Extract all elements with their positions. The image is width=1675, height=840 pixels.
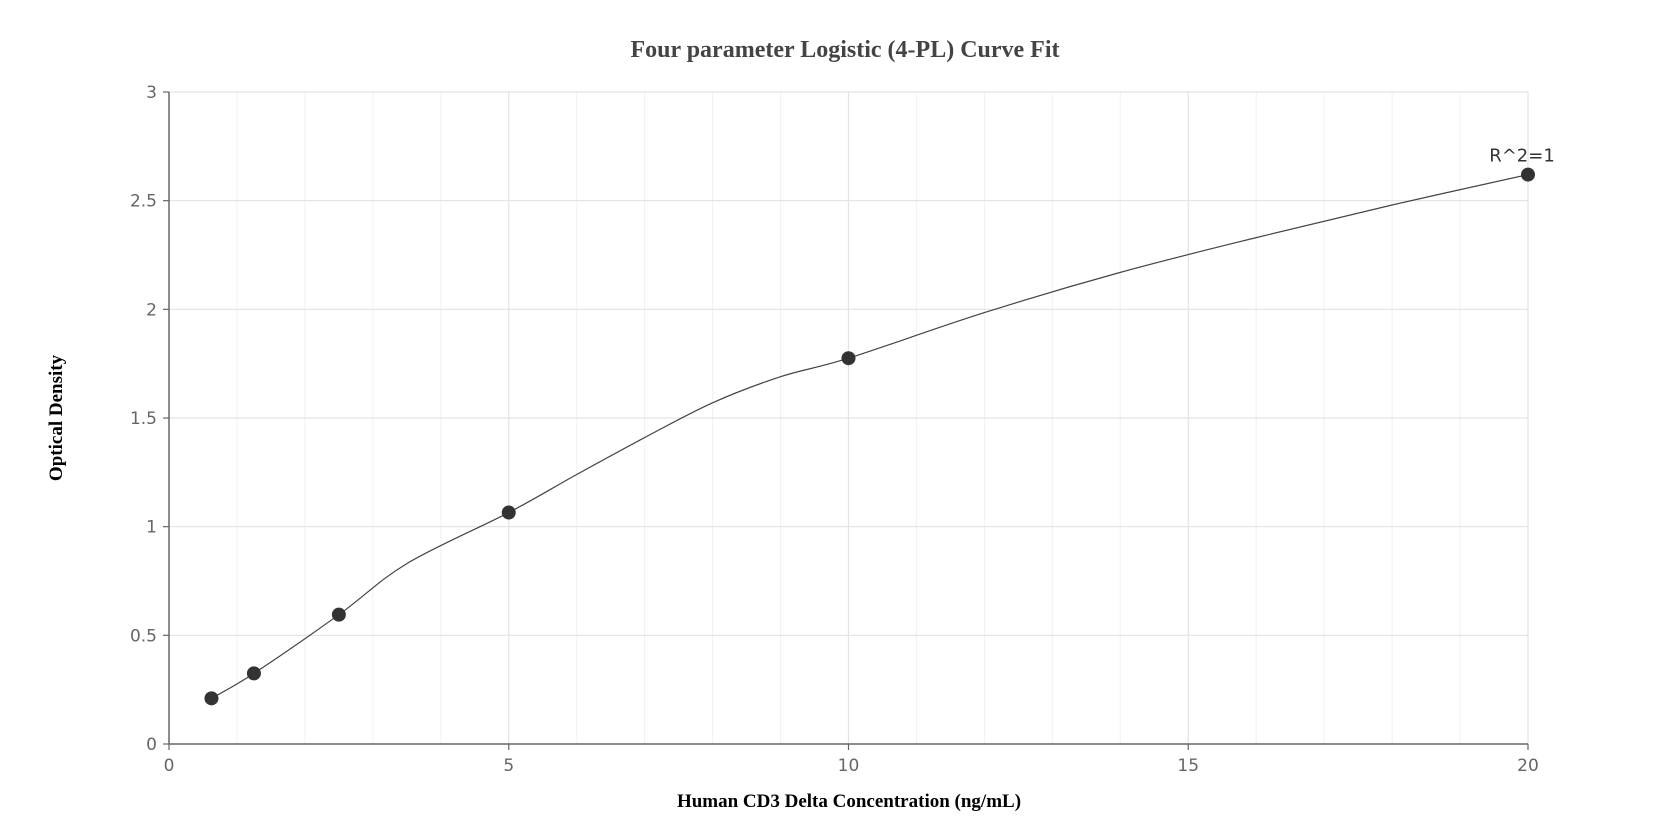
x-tick-label: 20	[1517, 756, 1539, 776]
y-tick-label: 2.5	[130, 192, 157, 212]
x-tick-label: 10	[838, 756, 860, 776]
x-tick-label: 15	[1177, 756, 1199, 776]
data-point	[1521, 167, 1535, 182]
y-axis-title: Optical Density	[46, 354, 67, 481]
r-squared-annotation: R^2=1	[1489, 146, 1555, 167]
chart-title: Four parameter Logistic (4-PL) Curve Fit	[630, 37, 1059, 63]
x-tick-label: 0	[164, 756, 175, 776]
y-tick-label: 0	[146, 735, 157, 755]
y-tick-label: 1.5	[130, 409, 157, 429]
data-point	[204, 691, 219, 706]
x-ticks: 0 5 10 15 20	[164, 744, 1539, 776]
major-grid	[169, 91, 1529, 744]
x-axis-title: Human CD3 Delta Concentration (ng/mL)	[677, 791, 1021, 812]
data-points	[204, 167, 1535, 706]
y-tick-label: 3	[146, 83, 157, 103]
fit-curve-line	[211, 174, 1529, 699]
y-ticks: 0 0.5 1 1.5 2 2.5 3	[130, 83, 169, 755]
data-point	[331, 607, 346, 622]
data-point	[501, 505, 516, 520]
y-tick-label: 1	[146, 518, 157, 538]
data-point	[246, 666, 261, 681]
data-point	[841, 351, 856, 366]
x-tick-label: 5	[503, 756, 514, 776]
y-tick-label: 0.5	[130, 626, 157, 646]
y-tick-label: 2	[146, 300, 157, 320]
